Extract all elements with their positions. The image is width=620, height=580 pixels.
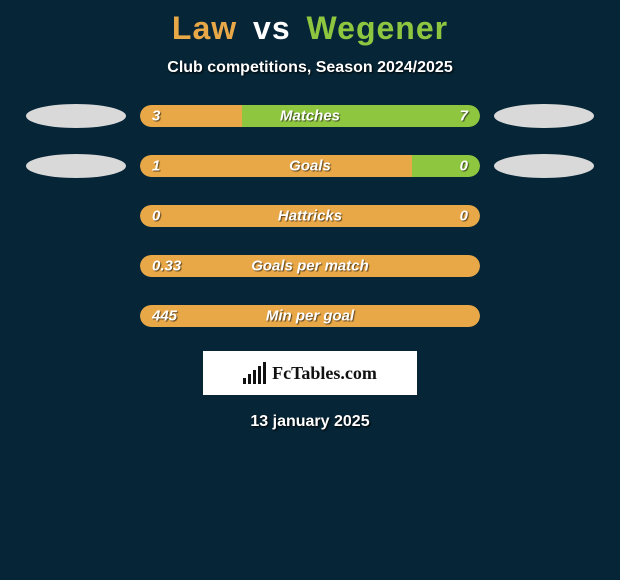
spacer xyxy=(26,204,126,228)
stat-bar: 0 0 Hattricks xyxy=(140,205,480,227)
stat-right-value: 0 xyxy=(460,208,468,225)
spacer xyxy=(494,254,594,278)
player1-name: Law xyxy=(172,10,237,46)
player2-photo-placeholder xyxy=(494,154,594,178)
stat-left-value: 0 xyxy=(152,208,160,225)
spacer xyxy=(26,304,126,328)
stat-row: 1 0 Goals xyxy=(0,155,620,177)
stat-bar: 1 0 Goals xyxy=(140,155,480,177)
stat-right-value: 0 xyxy=(460,158,468,175)
stat-label: Matches xyxy=(280,108,340,125)
stat-label: Goals xyxy=(289,158,331,175)
stats-rows: 3 7 Matches 1 0 Goals 0 0 Hattricks 0.33 Goals per… xyxy=(0,105,620,327)
stat-label: Min per goal xyxy=(266,308,354,325)
brand-bars-icon xyxy=(243,362,266,384)
infographic-container: Law vs Wegener Club competitions, Season… xyxy=(0,0,620,431)
player2-name: Wegener xyxy=(307,10,449,46)
player1-photo-placeholder xyxy=(26,104,126,128)
stat-bar: 445 Min per goal xyxy=(140,305,480,327)
vs-label: vs xyxy=(253,10,291,46)
stat-left-value: 3 xyxy=(152,108,160,125)
brand-text: FcTables.com xyxy=(272,363,377,384)
stat-row: 3 7 Matches xyxy=(0,105,620,127)
stat-bar: 3 7 Matches xyxy=(140,105,480,127)
stat-left-value: 0.33 xyxy=(152,258,181,275)
stat-row: 0 0 Hattricks xyxy=(0,205,620,227)
spacer xyxy=(494,204,594,228)
stat-left-value: 445 xyxy=(152,308,177,325)
brand-box: FcTables.com xyxy=(203,351,417,395)
stat-left-value: 1 xyxy=(152,158,160,175)
date-label: 13 january 2025 xyxy=(0,413,620,431)
stat-row: 445 Min per goal xyxy=(0,305,620,327)
player1-photo-placeholder xyxy=(26,154,126,178)
comparison-title: Law vs Wegener xyxy=(0,10,620,47)
stat-row: 0.33 Goals per match xyxy=(0,255,620,277)
subtitle: Club competitions, Season 2024/2025 xyxy=(0,59,620,77)
spacer xyxy=(26,254,126,278)
stat-bar: 0.33 Goals per match xyxy=(140,255,480,277)
stat-label: Hattricks xyxy=(278,208,342,225)
stat-right-value: 7 xyxy=(460,108,468,125)
player2-photo-placeholder xyxy=(494,104,594,128)
stat-label: Goals per match xyxy=(251,258,369,275)
spacer xyxy=(494,304,594,328)
